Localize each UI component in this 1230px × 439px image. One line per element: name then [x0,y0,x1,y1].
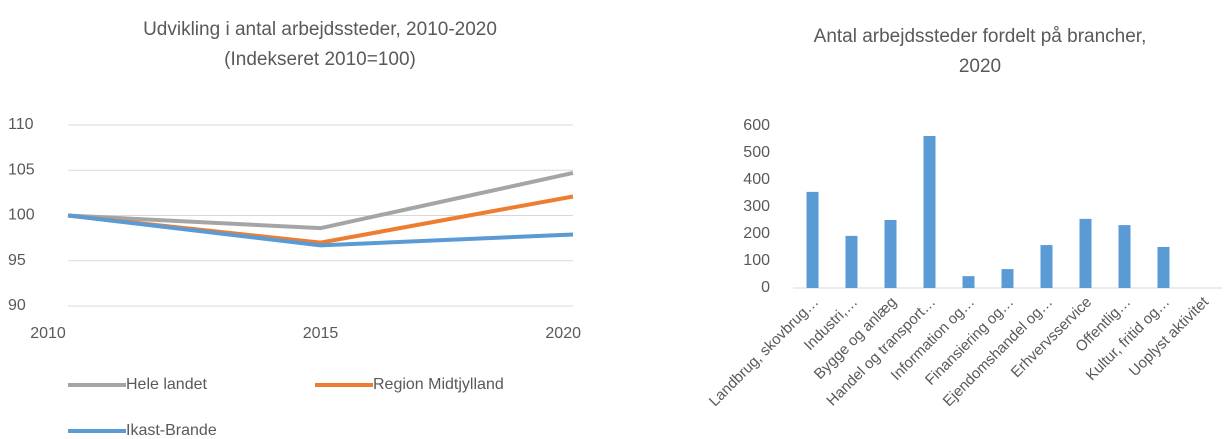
legend-label: Hele landet [126,376,208,393]
line-series [67,213,574,248]
x-tick-label: Landbrug, skovbrug… [706,294,822,410]
bar [884,219,897,288]
y-tick-label: 600 [743,117,770,134]
bar [1157,246,1170,288]
y-tick-label: 100 [8,207,35,224]
bar [1118,225,1131,288]
y-tick-label: 90 [8,297,26,314]
bar [1079,218,1092,288]
y-tick-label: 105 [8,161,35,178]
legend-label: Ikast-Brande [126,422,217,439]
x-tick-label: 2020 [545,325,581,342]
x-tick-label: 2015 [303,325,339,342]
y-tick-label: 95 [8,252,26,269]
x-tick-label: 2010 [30,325,66,342]
y-tick-label: 110 [8,116,34,133]
bar [962,276,975,288]
y-tick-label: 300 [743,198,770,215]
bar-chart-title: 2020 [959,56,1001,77]
line-chart-subtitle: (Indekseret 2010=100) [224,49,416,70]
bar [1040,245,1053,288]
y-tick-label: 100 [743,252,770,269]
y-tick-label: 500 [743,144,770,161]
legend-label: Region Midtjylland [373,376,504,393]
bar [1001,269,1014,288]
line-series [67,171,574,231]
y-tick-label: 0 [761,279,770,296]
y-tick-label: 400 [743,171,770,188]
bar [806,191,819,288]
y-tick-label: 200 [743,225,770,242]
bar-chart-title: Antal arbejdssteder fordelt på brancher, [814,26,1147,47]
line-chart-title: Udvikling i antal arbejdssteder, 2010-20… [143,19,497,40]
bar [923,135,936,288]
bar [845,235,858,288]
